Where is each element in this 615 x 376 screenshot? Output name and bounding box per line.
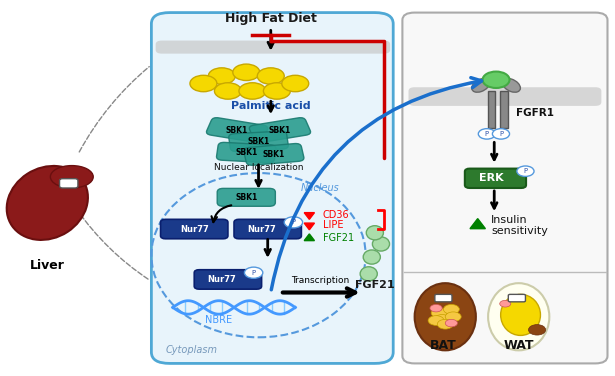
Circle shape bbox=[190, 75, 217, 92]
Circle shape bbox=[517, 166, 534, 176]
Text: Cytoplasm: Cytoplasm bbox=[165, 345, 218, 355]
Circle shape bbox=[282, 75, 309, 92]
FancyBboxPatch shape bbox=[465, 168, 526, 188]
Circle shape bbox=[445, 312, 461, 321]
FancyBboxPatch shape bbox=[249, 118, 311, 143]
Text: High Fat Diet: High Fat Diet bbox=[225, 12, 317, 25]
Text: LIPE: LIPE bbox=[323, 220, 343, 230]
FancyBboxPatch shape bbox=[60, 179, 78, 188]
Ellipse shape bbox=[367, 226, 383, 240]
Ellipse shape bbox=[501, 294, 541, 335]
Text: FGFR1: FGFR1 bbox=[515, 108, 554, 118]
Circle shape bbox=[434, 314, 450, 324]
Circle shape bbox=[443, 305, 459, 314]
FancyBboxPatch shape bbox=[161, 219, 228, 239]
Circle shape bbox=[430, 305, 442, 312]
Polygon shape bbox=[304, 213, 314, 219]
FancyBboxPatch shape bbox=[217, 188, 276, 206]
Ellipse shape bbox=[502, 79, 520, 92]
Circle shape bbox=[500, 300, 511, 307]
Circle shape bbox=[428, 315, 444, 325]
Ellipse shape bbox=[50, 165, 93, 188]
Text: FGF21: FGF21 bbox=[355, 280, 395, 290]
Ellipse shape bbox=[373, 237, 389, 251]
Ellipse shape bbox=[360, 267, 377, 281]
Text: Nucleus: Nucleus bbox=[300, 183, 339, 193]
Circle shape bbox=[233, 64, 260, 80]
Circle shape bbox=[239, 83, 266, 99]
Circle shape bbox=[445, 319, 458, 327]
Text: SBK1: SBK1 bbox=[263, 150, 285, 159]
Text: Transcription: Transcription bbox=[291, 276, 349, 285]
Text: FGF21: FGF21 bbox=[323, 233, 354, 243]
Circle shape bbox=[528, 324, 546, 335]
Text: P: P bbox=[485, 131, 489, 137]
Text: Palmitic acid: Palmitic acid bbox=[231, 101, 311, 111]
Circle shape bbox=[437, 319, 453, 329]
Ellipse shape bbox=[363, 250, 380, 264]
Ellipse shape bbox=[7, 166, 88, 240]
FancyBboxPatch shape bbox=[244, 144, 304, 165]
Circle shape bbox=[284, 217, 303, 228]
Circle shape bbox=[208, 68, 236, 84]
Circle shape bbox=[493, 129, 510, 139]
Text: SBK1: SBK1 bbox=[269, 126, 291, 135]
FancyBboxPatch shape bbox=[151, 12, 393, 364]
Text: P: P bbox=[252, 270, 256, 276]
Text: SBK1: SBK1 bbox=[226, 126, 248, 135]
Circle shape bbox=[215, 83, 241, 99]
Text: P: P bbox=[499, 131, 503, 137]
Circle shape bbox=[257, 68, 284, 84]
Polygon shape bbox=[304, 223, 314, 230]
Bar bbox=[488, 91, 496, 128]
Circle shape bbox=[244, 267, 263, 278]
Ellipse shape bbox=[472, 79, 490, 92]
Circle shape bbox=[478, 129, 496, 139]
Circle shape bbox=[431, 308, 447, 318]
FancyBboxPatch shape bbox=[509, 294, 525, 302]
Text: Liver: Liver bbox=[30, 259, 65, 272]
Text: Nuclear localization: Nuclear localization bbox=[214, 163, 303, 172]
FancyBboxPatch shape bbox=[156, 41, 390, 54]
Ellipse shape bbox=[415, 283, 476, 350]
Text: NBRE: NBRE bbox=[205, 315, 232, 326]
Text: SBK1: SBK1 bbox=[235, 193, 258, 202]
Text: SBK1: SBK1 bbox=[235, 148, 258, 157]
FancyBboxPatch shape bbox=[216, 143, 276, 163]
FancyBboxPatch shape bbox=[194, 270, 261, 289]
Text: Nur77: Nur77 bbox=[180, 224, 208, 233]
Polygon shape bbox=[470, 218, 485, 229]
Ellipse shape bbox=[488, 283, 549, 350]
Text: CD36: CD36 bbox=[323, 210, 349, 220]
Text: P: P bbox=[523, 168, 528, 174]
FancyBboxPatch shape bbox=[402, 12, 608, 364]
Bar bbox=[501, 91, 508, 128]
FancyBboxPatch shape bbox=[207, 118, 268, 143]
Text: WAT: WAT bbox=[504, 339, 534, 352]
FancyBboxPatch shape bbox=[234, 219, 301, 239]
Polygon shape bbox=[304, 234, 314, 241]
Text: BAT: BAT bbox=[430, 339, 457, 352]
FancyBboxPatch shape bbox=[229, 131, 288, 152]
Circle shape bbox=[483, 71, 510, 88]
Text: Insulin
sensitivity: Insulin sensitivity bbox=[491, 215, 548, 236]
Text: Nur77: Nur77 bbox=[207, 275, 236, 284]
Text: P: P bbox=[292, 219, 295, 225]
Circle shape bbox=[263, 83, 290, 99]
Text: Nur77: Nur77 bbox=[247, 224, 276, 233]
Text: ERK: ERK bbox=[479, 173, 504, 183]
Text: SBK1: SBK1 bbox=[247, 137, 269, 146]
FancyBboxPatch shape bbox=[435, 294, 452, 302]
FancyBboxPatch shape bbox=[408, 87, 601, 106]
